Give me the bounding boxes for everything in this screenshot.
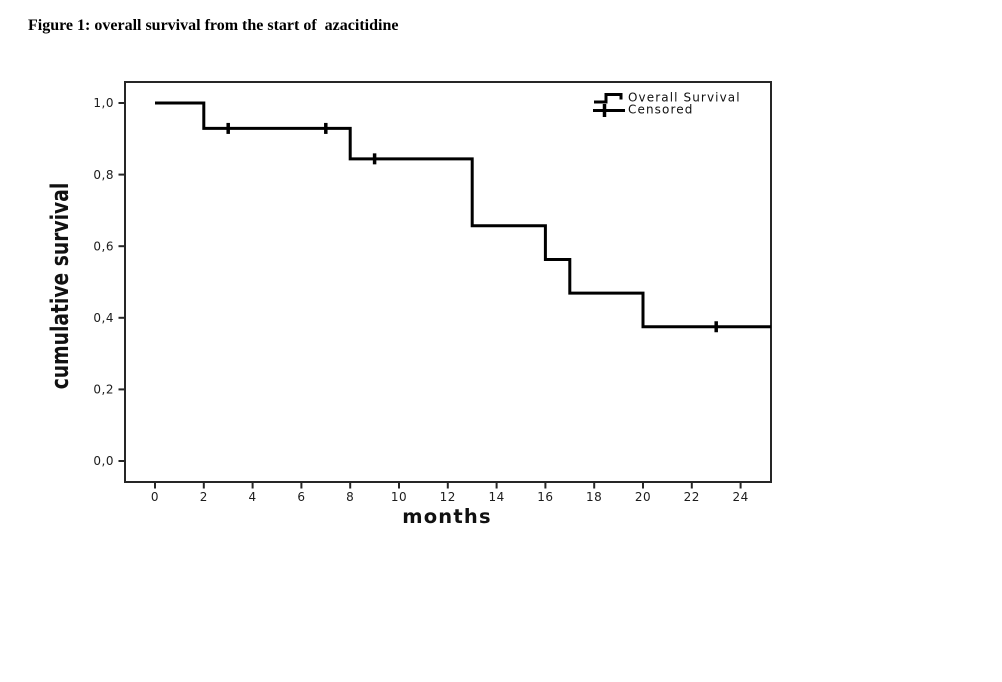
y-axis: 0,0 0,2 0,4 0,6 0,8 1,0 bbox=[93, 96, 125, 468]
figure-title: Figure 1: overall survival from the star… bbox=[28, 17, 399, 34]
x-tick-label: 10 bbox=[391, 490, 407, 504]
x-axis-title: months bbox=[402, 505, 492, 528]
plot-frame bbox=[124, 81, 772, 483]
y-axis-title: cumulative survival bbox=[47, 183, 75, 390]
x-tick-label: 4 bbox=[249, 490, 257, 504]
y-tick-label: 0,2 bbox=[93, 383, 114, 397]
x-tick-label: 12 bbox=[440, 490, 456, 504]
y-tick-label: 0,8 bbox=[93, 168, 114, 182]
y-tick-label: 0,4 bbox=[93, 311, 114, 325]
x-tick-label: 24 bbox=[732, 490, 748, 504]
overall-survival-curve bbox=[155, 101, 772, 329]
x-axis: 0 2 4 6 8 10 12 14 16 18 20 22 24 bbox=[151, 482, 748, 504]
legend: Overall Survival Censored bbox=[593, 91, 741, 117]
y-tick-label: 0,6 bbox=[93, 239, 114, 253]
y-tick-label: 0,0 bbox=[93, 454, 114, 468]
x-tick-label: 2 bbox=[200, 490, 208, 504]
y-tick-label: 1,0 bbox=[93, 96, 114, 110]
legend-censored-label: Censored bbox=[628, 103, 693, 117]
censored-plus-icon bbox=[593, 104, 625, 117]
x-tick-label: 20 bbox=[635, 490, 651, 504]
x-tick-label: 14 bbox=[488, 490, 504, 504]
x-tick-label: 0 bbox=[151, 490, 159, 504]
x-tick-label: 8 bbox=[346, 490, 354, 504]
censor-marks bbox=[226, 122, 718, 333]
x-tick-label: 6 bbox=[297, 490, 305, 504]
overall-survival-step-icon bbox=[594, 93, 623, 104]
x-tick-label: 16 bbox=[537, 490, 553, 504]
legend-overall-survival-label: Overall Survival bbox=[628, 91, 741, 105]
x-tick-label: 18 bbox=[586, 490, 602, 504]
x-tick-label: 22 bbox=[684, 490, 700, 504]
